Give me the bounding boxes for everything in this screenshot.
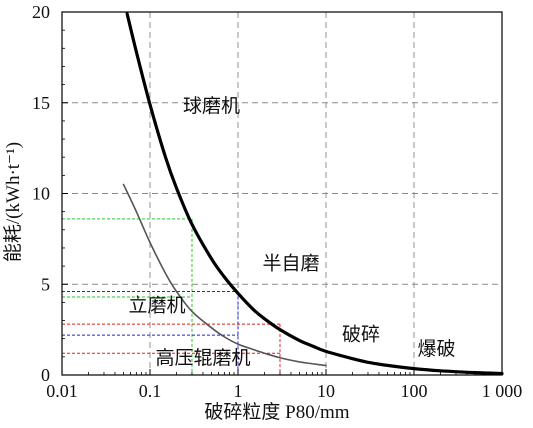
y-tick-label: 0 [41,365,50,385]
reference-guide [62,323,281,375]
y-axis-title: 能耗/(kWh·t⁻¹) [2,142,24,262]
y-tick-label: 15 [32,93,50,113]
y-tick-label: 10 [32,184,50,204]
x-tick-label: 1 [234,381,243,401]
reference-guide [62,218,193,375]
series-line-thin [122,183,327,367]
x-tick-label: 100 [401,381,428,401]
series-lines [122,12,504,376]
y-tick-label: 20 [32,2,50,22]
annotation-label: 高压辊磨机 [155,347,250,369]
series-line-thick [125,12,504,376]
annotation-label: 爆破 [417,338,455,360]
axis-ticks: 0.01 0.1 1 10 100 1 000 0 5 10 15 20 [32,2,522,401]
x-tick-label: 0.01 [46,381,78,401]
reference-lines [62,218,281,375]
y-tick-label: 5 [41,274,50,294]
reference-guide [62,291,239,375]
x-tick-label: 10 [317,381,335,401]
annotation-label: 球磨机 [183,95,240,117]
annotation-label: 破碎 [342,324,380,346]
annotation-label: 立磨机 [128,294,185,316]
x-tick-label: 0.1 [139,381,162,401]
x-axis-title: 破碎粒度 P80/mm [204,401,349,423]
grid-lines [62,12,502,375]
annotation-label: 半自磨 [262,253,319,275]
x-tick-label: 1 000 [482,381,523,401]
